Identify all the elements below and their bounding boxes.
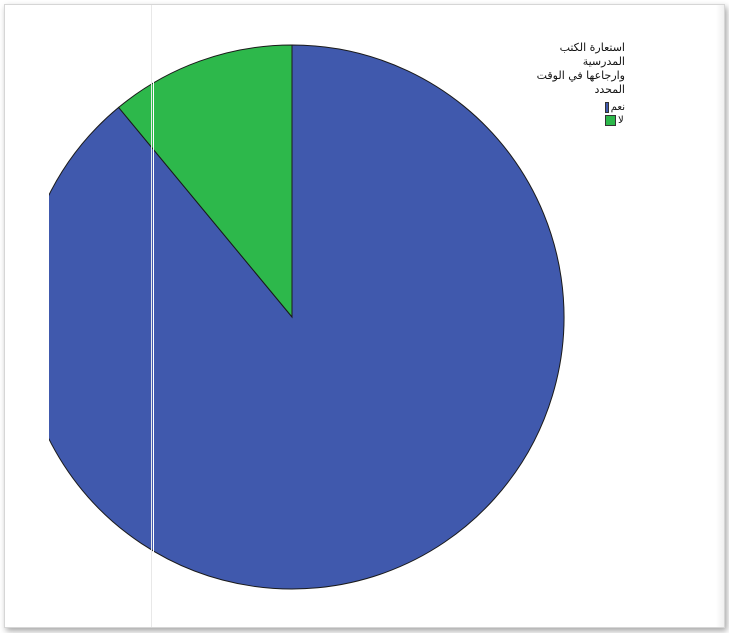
right-edge	[716, 5, 724, 627]
left-gutter	[5, 5, 49, 627]
legend-title-line-1: استعارة الكتب المدرسية	[559, 41, 625, 68]
pie-chart	[19, 44, 565, 590]
legend-item-no: لا	[605, 114, 625, 127]
pie-slices	[19, 44, 565, 590]
legend-swatch-yes	[605, 102, 609, 113]
divider-line	[153, 5, 154, 627]
legend-swatch-no	[605, 115, 616, 126]
legend-title-line-2: وارجاعها في الوقت المحدد	[536, 69, 625, 96]
legend: استعارة الكتب المدرسية وارجاعها في الوقت…	[525, 41, 625, 127]
legend-item-yes: نعم	[605, 101, 625, 114]
legend-label-no: لا	[618, 114, 624, 126]
pie-slice-no	[117, 44, 293, 319]
legend-items: نعم لا	[525, 101, 625, 127]
divider-shadow	[151, 5, 152, 627]
chart-frame: استعارة الكتب المدرسية وارجاعها في الوقت…	[4, 4, 725, 628]
legend-label-yes: نعم	[610, 101, 625, 113]
